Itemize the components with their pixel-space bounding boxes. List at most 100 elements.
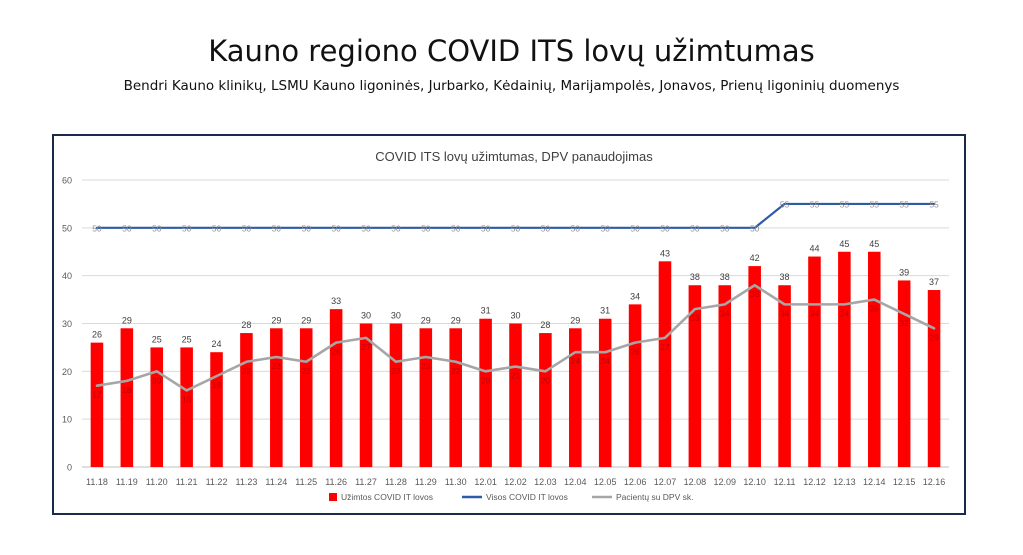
bar-value-label: 25 <box>182 334 192 344</box>
bar-value-label: 30 <box>361 311 371 321</box>
line-value-label: 20 <box>541 375 551 385</box>
bar-value-label: 38 <box>690 272 700 282</box>
bar <box>838 251 851 467</box>
line-value-label: 55 <box>929 199 939 209</box>
line-value-label: 50 <box>92 223 102 233</box>
line-value-label: 50 <box>750 223 760 233</box>
bar <box>867 251 881 467</box>
bar-value-label: 37 <box>929 277 939 287</box>
bar <box>598 318 612 467</box>
bar-value-label: 25 <box>152 334 162 344</box>
x-tick-label: 12.01 <box>474 477 497 487</box>
bar <box>299 328 313 467</box>
data-labels: 26 29 25 25 24 28 29 29 33 30 30 29 29 31 30 28 29 31 34 43… <box>92 199 939 404</box>
y-tick-label: 40 <box>62 271 72 281</box>
bar <box>748 266 761 467</box>
x-tick-label: 12.04 <box>564 477 587 487</box>
line-value-label: 22 <box>242 366 252 376</box>
x-tick-label: 12.14 <box>863 477 886 487</box>
line-value-label: 34 <box>780 308 790 318</box>
line-value-label: 22 <box>301 366 311 376</box>
bar <box>180 347 193 467</box>
bar-value-label: 30 <box>391 311 401 321</box>
line-value-label: 55 <box>899 199 909 209</box>
bar-value-label: 29 <box>570 315 580 325</box>
line-value-label: 55 <box>810 199 820 209</box>
y-tick-label: 10 <box>62 415 72 425</box>
x-tick-label: 12.13 <box>833 477 856 487</box>
bar-value-label: 29 <box>421 315 431 325</box>
x-tick-label: 12.07 <box>654 477 677 487</box>
bar-value-label: 24 <box>212 339 222 349</box>
bar <box>778 285 791 467</box>
legend-label: Visos COVID IT lovos <box>486 492 568 502</box>
line-value-label: 16 <box>182 394 192 404</box>
x-tick-label: 12.12 <box>803 477 826 487</box>
legend-label: Užimtos COVID IT lovos <box>341 492 433 502</box>
line-value-label: 55 <box>780 199 790 209</box>
x-tick-label: 11.28 <box>385 477 407 487</box>
line-value-label: 50 <box>720 223 730 233</box>
bar <box>718 285 732 467</box>
x-tick-label: 12.15 <box>893 477 916 487</box>
bar-value-label: 33 <box>331 296 341 306</box>
line-value-label: 17 <box>92 390 102 400</box>
line-value-label: 27 <box>361 342 371 352</box>
line-value-label: 22 <box>391 366 401 376</box>
line-value-label: 55 <box>870 199 880 209</box>
page-title: Kauno regiono COVID ITS lovų užimtumas <box>208 34 815 68</box>
line-value-label: 50 <box>152 223 162 233</box>
x-tick-label: 11.18 <box>86 477 108 487</box>
line-value-label: 22 <box>451 366 461 376</box>
line-value-label: 50 <box>421 223 431 233</box>
line-value-label: 50 <box>361 223 371 233</box>
line-value-label: 23 <box>272 361 282 371</box>
legend-swatch <box>329 493 337 501</box>
y-tick-label: 20 <box>62 367 72 377</box>
line-value-label: 19 <box>212 380 222 390</box>
line-value-label: 50 <box>690 223 700 233</box>
bar-value-label: 28 <box>241 320 251 330</box>
bar <box>210 352 223 467</box>
line-value-label: 50 <box>660 223 670 233</box>
bar-value-label: 39 <box>899 267 909 277</box>
line-value-label: 20 <box>481 375 491 385</box>
bar <box>688 285 702 467</box>
line-value-label: 50 <box>301 223 311 233</box>
line-value-label: 50 <box>182 223 192 233</box>
line-value-label: 38 <box>750 289 760 299</box>
bar-value-label: 30 <box>510 311 520 321</box>
line-value-label: 34 <box>840 308 850 318</box>
series-line <box>95 202 936 229</box>
line-value-label: 33 <box>690 313 700 323</box>
bar <box>628 304 642 467</box>
line-value-label: 34 <box>810 308 820 318</box>
bar-value-label: 43 <box>660 248 670 258</box>
line-series <box>95 202 936 392</box>
line-value-label: 50 <box>571 223 581 233</box>
line-value-label: 50 <box>212 223 222 233</box>
bar <box>509 323 522 467</box>
y-tick-label: 60 <box>62 176 72 186</box>
y-tick-label: 0 <box>67 463 72 473</box>
bar-value-label: 31 <box>600 306 610 316</box>
bar-value-label: 34 <box>630 291 640 301</box>
bar-value-label: 31 <box>481 306 491 316</box>
x-tick-label: 11.19 <box>116 477 138 487</box>
line-value-label: 50 <box>600 223 610 233</box>
bar <box>808 256 821 467</box>
line-value-label: 50 <box>511 223 521 233</box>
bar <box>150 347 164 467</box>
page-subtitle: Bendri Kauno klinikų, LSMU Kauno ligonin… <box>123 78 900 94</box>
x-tick-label: 12.09 <box>714 477 737 487</box>
line-value-label: 26 <box>331 347 341 357</box>
line-value-label: 50 <box>391 223 401 233</box>
y-tick-label: 50 <box>62 223 72 233</box>
x-tick-label: 12.03 <box>534 477 557 487</box>
bar-value-label: 38 <box>780 272 790 282</box>
bar <box>897 280 911 467</box>
line-value-label: 50 <box>451 223 461 233</box>
y-axis-ticks: 0 10 20 30 40 50 60 <box>62 176 72 473</box>
x-tick-label: 12.10 <box>743 477 766 487</box>
bar <box>120 328 134 467</box>
